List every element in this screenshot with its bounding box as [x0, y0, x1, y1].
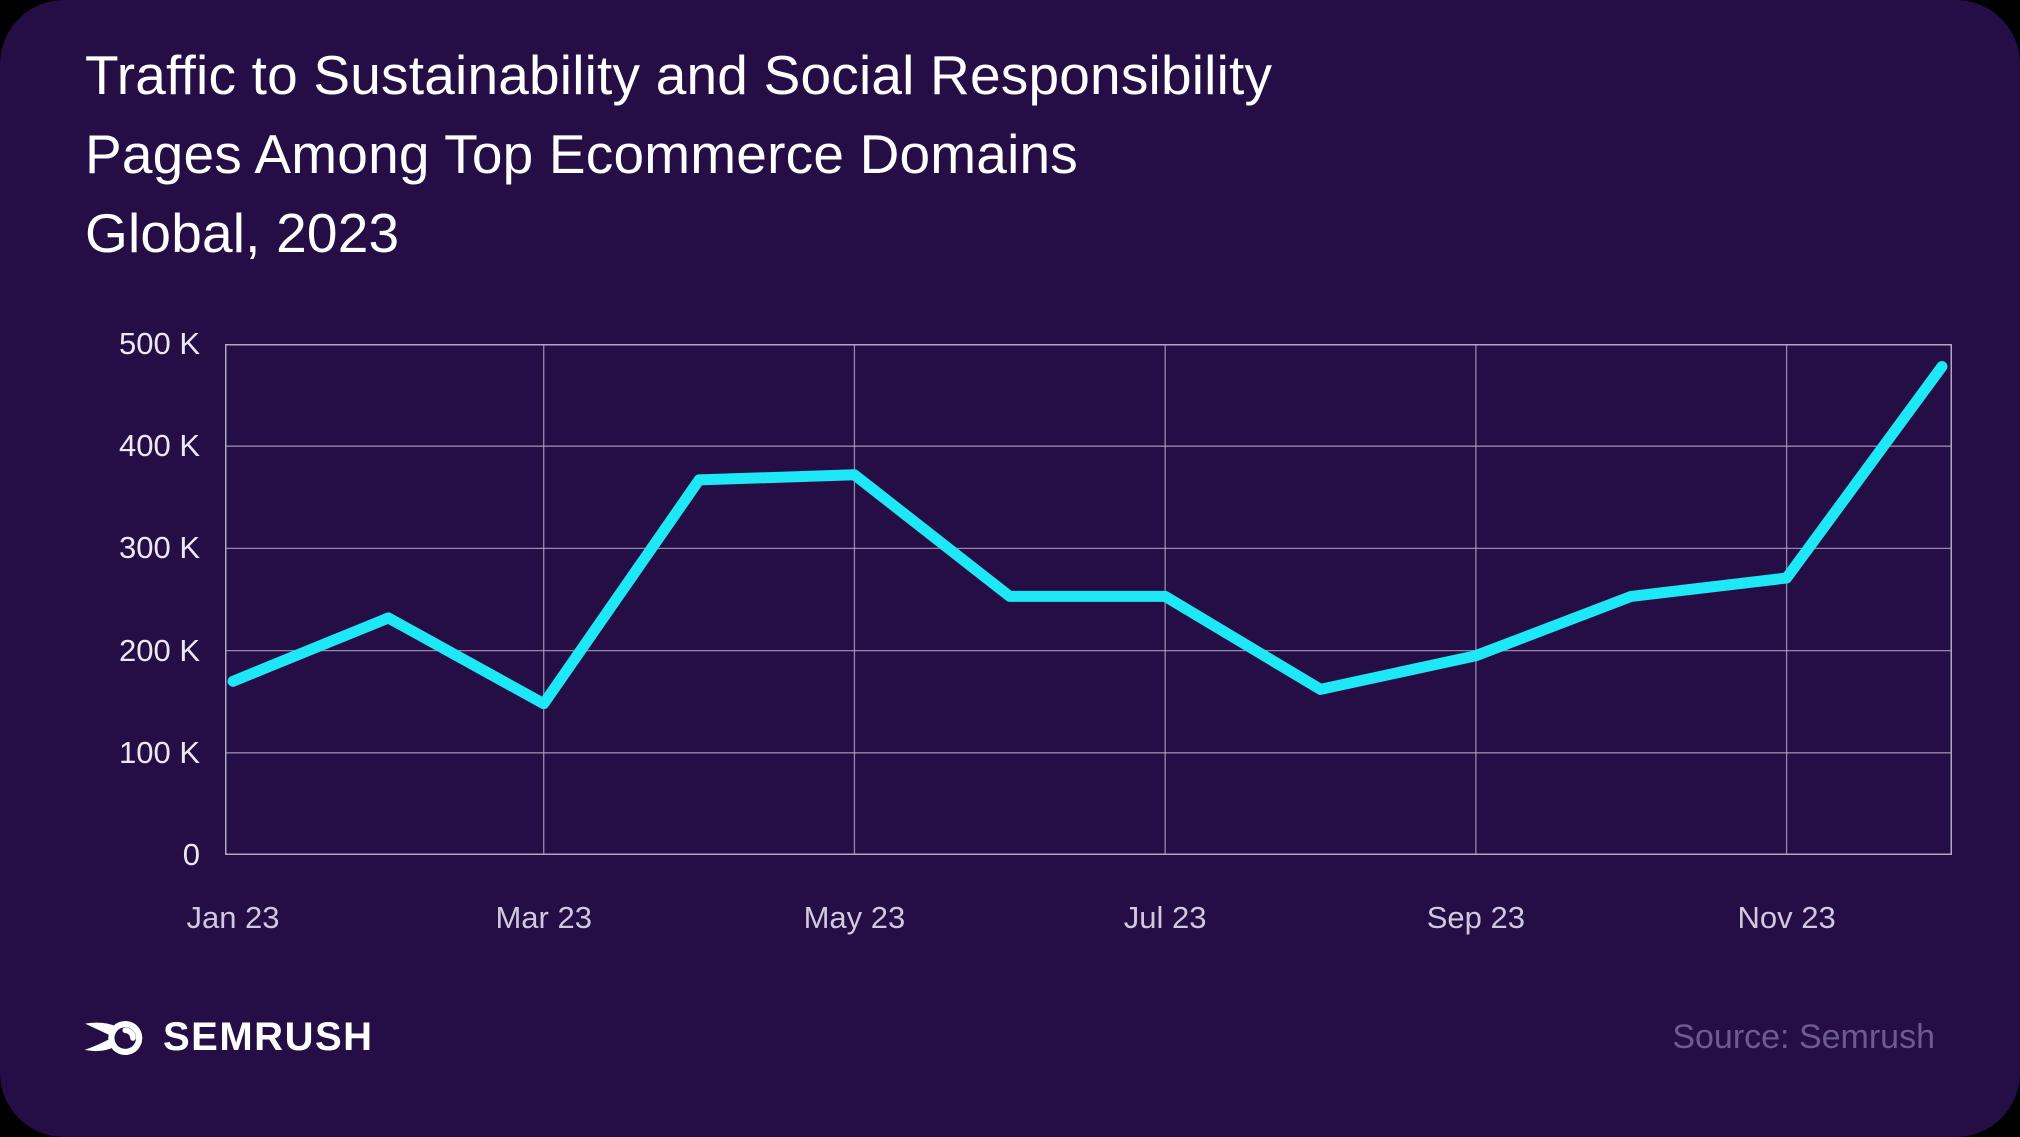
x-axis-tick-label: Jul 23 [1123, 900, 1207, 935]
x-axis-tick-label: Nov 23 [1737, 900, 1836, 935]
source-label: Source: Semrush [1672, 1018, 1935, 1056]
y-axis-tick-label: 0 [182, 837, 200, 872]
y-axis-tick-label: 100 K [118, 734, 200, 770]
x-axis-tick-label: Mar 23 [495, 900, 592, 935]
chart-plot-area [225, 344, 1952, 855]
traffic-line-chart [225, 344, 1952, 855]
x-axis-tick-label: Jan 23 [186, 900, 280, 935]
y-axis-tick-label: 400 K [118, 428, 200, 464]
semrush-logo-text: SEMRUSH [163, 1014, 374, 1059]
semrush-logo: SEMRUSH [83, 1012, 374, 1062]
semrush-logo-icon [83, 1012, 149, 1062]
traffic-data-line [227, 361, 1948, 710]
y-axis-tick-label: 500 K [118, 326, 200, 361]
y-axis-tick-label: 200 K [118, 632, 200, 668]
plot-border [225, 344, 1952, 855]
y-axis-tick-label: 300 K [118, 530, 200, 566]
x-axis-tick-label: May 23 [803, 900, 906, 935]
x-axis-tick-label: Sep 23 [1426, 900, 1525, 935]
page-title: Traffic to Sustainability and Social Res… [85, 44, 1273, 264]
